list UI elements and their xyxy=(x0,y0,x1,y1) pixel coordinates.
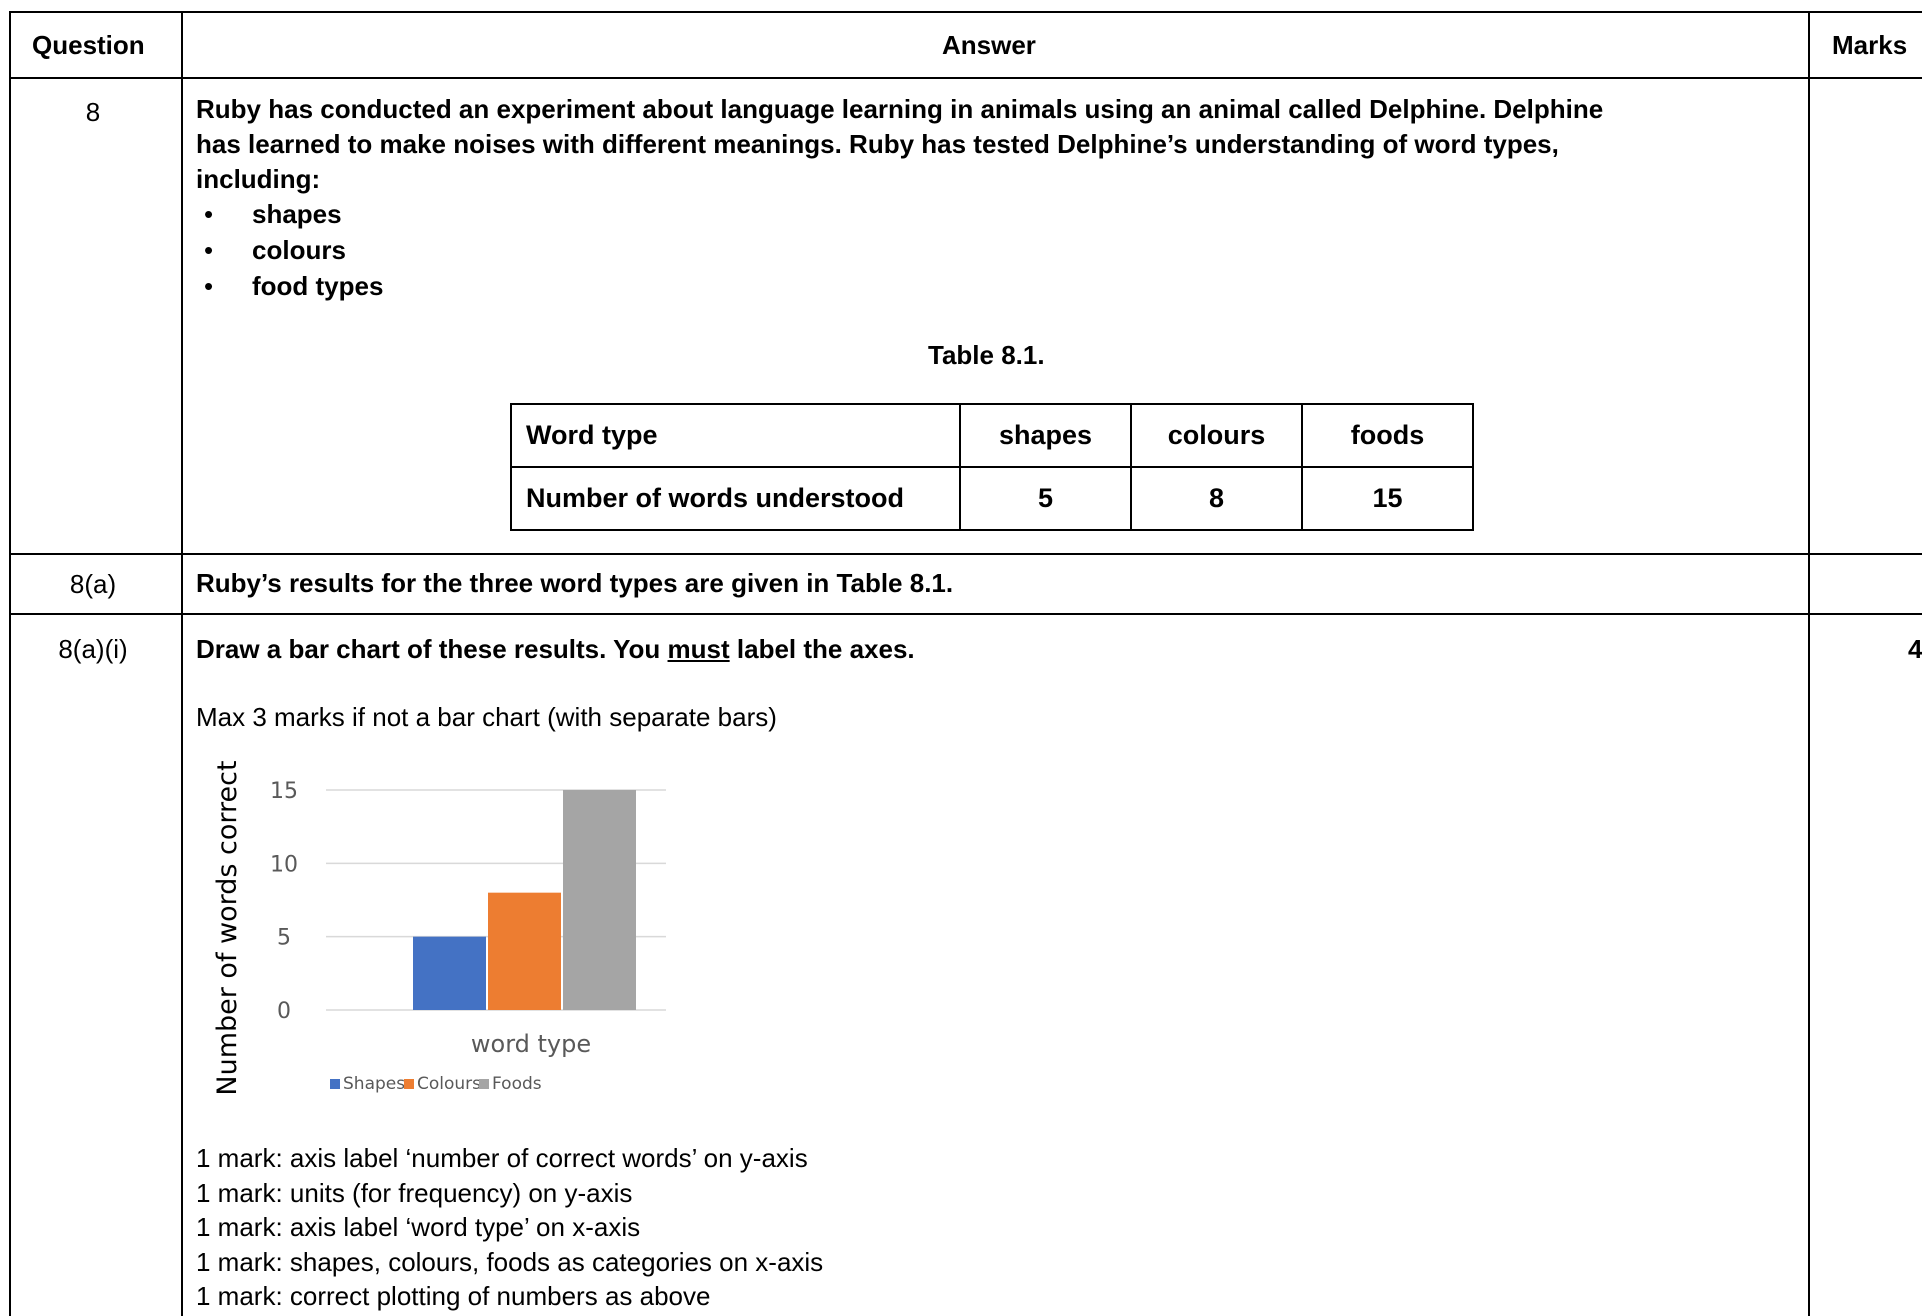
table-col-foods: foods xyxy=(1301,403,1474,468)
header-bottom-border xyxy=(9,77,1922,79)
row8a-text: Ruby’s results for the three word types … xyxy=(196,568,954,598)
row8ai-question-end: label the axes. xyxy=(729,634,915,664)
bar-foods xyxy=(563,790,636,1010)
chart-y-ticks: 0 5 10 15 xyxy=(270,779,298,1024)
row8a-bottom-border xyxy=(9,613,1922,615)
y-tick-label: 0 xyxy=(277,999,291,1024)
table-row: Word type shapes colours foods xyxy=(510,403,1474,468)
y-tick-label: 5 xyxy=(277,926,291,951)
mark-line-1: 1 mark: axis label ‘number of correct wo… xyxy=(196,1143,808,1173)
row8-intro-line-1: Ruby has conducted an experiment about l… xyxy=(196,94,1604,124)
chart-ylabel: Number of words correct xyxy=(212,760,243,1095)
legend-swatch xyxy=(404,1079,414,1089)
word-type-list: shapes colours food types xyxy=(196,196,383,304)
y-tick-label: 10 xyxy=(270,852,298,877)
bullet-colours: colours xyxy=(196,232,383,268)
row8ai-question-must: must xyxy=(667,634,730,664)
row8-bottom-border xyxy=(9,553,1922,555)
mark-line-3: 1 mark: axis label ‘word type’ on x-axis xyxy=(196,1212,641,1242)
chart-bars xyxy=(413,790,636,1010)
header-marks: Marks xyxy=(1832,30,1908,60)
legend-swatch xyxy=(330,1079,340,1089)
y-tick-label: 15 xyxy=(270,779,298,804)
table-col-colours: colours xyxy=(1130,403,1303,468)
legend-label: Foods xyxy=(492,1074,542,1094)
row8-intro-line-3: including: xyxy=(196,164,321,194)
table-row-label: Number of words understood xyxy=(510,466,961,531)
word-type-table: Word type shapes colours foods Number of… xyxy=(510,403,1474,531)
legend-label: Colours xyxy=(417,1074,481,1094)
marks-col-border xyxy=(1808,11,1810,1316)
row8ai-note: Max 3 marks if not a bar chart (with sep… xyxy=(196,702,777,732)
row8ai-question-start: Draw a bar chart of these results. You xyxy=(196,634,668,664)
question-number-8ai: 8(a)(i) xyxy=(58,634,128,664)
table-caption: Table 8.1. xyxy=(928,340,1045,370)
row8-intro-line-2: has learned to make noises with differen… xyxy=(196,129,1559,159)
bar-chart: Number of words correct 0 5 10 15 word type… xyxy=(212,760,666,1096)
question-number-8: 8 xyxy=(85,97,101,127)
table-value-shapes: 5 xyxy=(959,466,1132,531)
chart-xlabel: word type xyxy=(471,1030,591,1058)
chart-legend: Shapes Colours Foods xyxy=(330,1074,542,1094)
row8ai-question: Draw a bar chart of these results. You m… xyxy=(196,632,915,667)
header-question: Question xyxy=(32,30,145,60)
table-value-colours: 8 xyxy=(1130,466,1303,531)
bullet-shapes: shapes xyxy=(196,196,383,232)
table-top-border xyxy=(9,11,1922,13)
table-row: Number of words understood 5 8 15 xyxy=(510,466,1474,531)
row8ai-marks: 4 xyxy=(1908,634,1922,664)
mark-scheme-list: 1 mark: axis label ‘number of correct wo… xyxy=(196,1141,823,1314)
header-answer: Answer xyxy=(942,30,1036,60)
table-header-label: Word type xyxy=(510,403,961,468)
table-left-border xyxy=(9,11,11,1316)
table-col-shapes: shapes xyxy=(959,403,1132,468)
row8-intro: Ruby has conducted an experiment about l… xyxy=(196,92,1603,197)
legend-swatch xyxy=(479,1079,489,1089)
mark-line-4: 1 mark: shapes, colours, foods as catego… xyxy=(196,1246,824,1277)
question-col-border xyxy=(181,11,183,1316)
legend-label: Shapes xyxy=(343,1074,405,1094)
mark-line-5: 1 mark: correct plotting of numbers as a… xyxy=(196,1281,711,1311)
mark-line-2: 1 mark: units (for frequency) on y-axis xyxy=(196,1177,633,1208)
question-number-8a: 8(a) xyxy=(69,569,117,599)
bullet-food-types: food types xyxy=(196,268,383,304)
table-value-foods: 15 xyxy=(1301,466,1474,531)
bar-colours xyxy=(488,892,561,1010)
bar-shapes xyxy=(413,936,486,1010)
